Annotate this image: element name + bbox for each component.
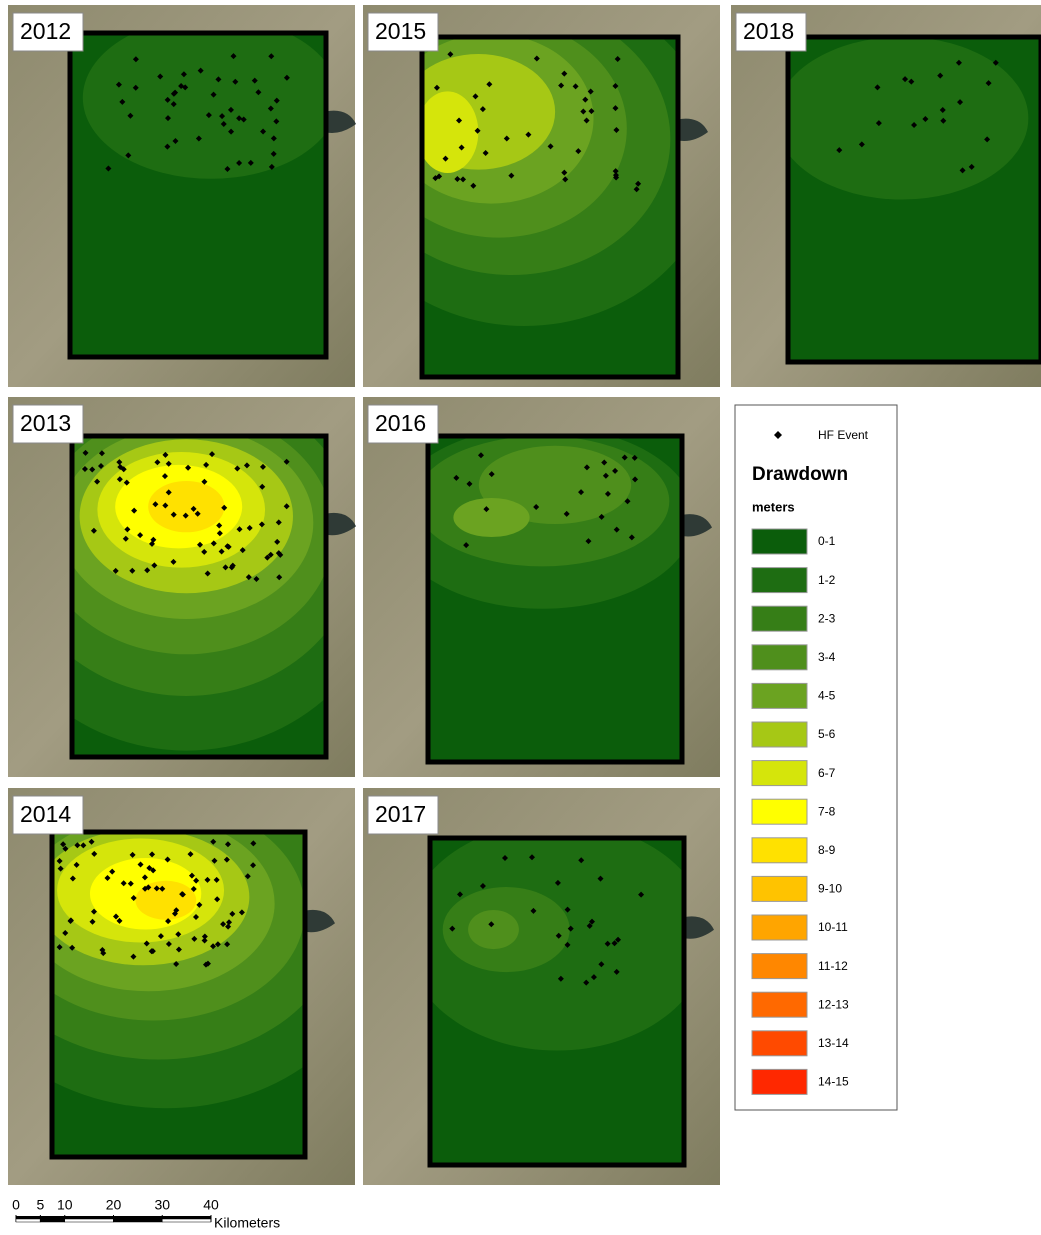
- figure: HF Event Drawdown meters Kilometers 2012…: [0, 0, 1041, 1235]
- scale-segment: [162, 1216, 211, 1219]
- legend-swatch: [752, 915, 807, 940]
- scale-tick-label: 10: [57, 1197, 73, 1213]
- contour: [775, 37, 1028, 200]
- map-panel: 2016: [363, 397, 720, 777]
- legend-swatch: [752, 722, 807, 747]
- contour: [468, 910, 519, 949]
- scale-segment: [65, 1219, 114, 1222]
- legend-class-label: 12-13: [818, 997, 849, 1011]
- map-panel: 2013: [0, 365, 390, 777]
- scale-segment: [16, 1219, 40, 1222]
- legend-swatch: [752, 683, 807, 708]
- scale-segment: [40, 1219, 64, 1222]
- legend-swatch: [752, 1069, 807, 1094]
- legend-class-label: 1-2: [818, 573, 836, 587]
- legend-class-label: 13-14: [818, 1036, 849, 1050]
- scale-segment: [162, 1219, 211, 1222]
- legend-class-label: 11-12: [818, 959, 848, 973]
- map-panel: 2012: [8, 5, 356, 387]
- legend-class-label: 9-10: [818, 882, 842, 896]
- legend-swatch: [752, 838, 807, 863]
- legend-class-label: 7-8: [818, 804, 836, 818]
- legend-unit: meters: [752, 499, 795, 514]
- year-label: 2018: [743, 18, 794, 44]
- scale-segment: [114, 1216, 163, 1219]
- scale-unit: Kilometers: [214, 1215, 280, 1231]
- legend-swatch: [752, 954, 807, 979]
- contours: [405, 822, 710, 1165]
- year-label: 2012: [20, 18, 71, 44]
- scale-segment: [114, 1219, 163, 1222]
- year-label: 2015: [375, 18, 426, 44]
- legend-event-label: HF Event: [818, 428, 869, 442]
- map-panel: 2014: [0, 751, 381, 1185]
- scale-tick-label: 40: [203, 1197, 219, 1213]
- legend-class-label: 0-1: [818, 534, 836, 548]
- legend-swatch: [752, 568, 807, 593]
- legend-class-label: 3-4: [818, 650, 836, 664]
- year-label: 2013: [20, 410, 71, 436]
- scale-tick-label: 0: [12, 1197, 20, 1213]
- scale-segment: [16, 1216, 40, 1219]
- contour: [453, 498, 529, 537]
- page: {"panels": [ {"label": "2012"}, {"label"…: [0, 0, 1041, 1235]
- legend-swatch: [752, 529, 807, 554]
- contour: [83, 17, 339, 179]
- legend-class-label: 2-3: [818, 611, 836, 625]
- legend-class-label: 10-11: [818, 920, 848, 934]
- year-label: 2014: [20, 801, 71, 827]
- scale-segment: [40, 1216, 64, 1219]
- year-label: 2017: [375, 801, 426, 827]
- map-panel: 2015: [332, 0, 720, 387]
- scale-segment: [65, 1216, 114, 1219]
- legend-swatch: [752, 606, 807, 631]
- legend-class-label: 8-9: [818, 843, 836, 857]
- legend-swatch: [752, 1031, 807, 1056]
- map-panel: 2017: [363, 788, 720, 1185]
- contours: [390, 426, 695, 762]
- legend-class-label: 4-5: [818, 689, 836, 703]
- legend-swatch: [752, 645, 807, 670]
- map-panel: 2018: [731, 5, 1041, 387]
- contour: [148, 481, 224, 532]
- legend-swatch: [752, 799, 807, 824]
- legend-swatch: [752, 876, 807, 901]
- contours: [775, 37, 1041, 362]
- legend-class-label: 6-7: [818, 766, 836, 780]
- legend-swatch: [752, 992, 807, 1017]
- legend-class-label: 14-15: [818, 1075, 849, 1089]
- contours: [70, 17, 339, 357]
- legend-swatch: [752, 761, 807, 786]
- contour: [417, 91, 478, 173]
- scale-tick-label: 20: [106, 1197, 122, 1213]
- legend-class-label: 5-6: [818, 727, 836, 741]
- scale-tick-label: 5: [36, 1197, 44, 1213]
- legend-title: Drawdown: [752, 464, 848, 485]
- year-label: 2016: [375, 410, 426, 436]
- scale-tick-label: 30: [154, 1197, 170, 1213]
